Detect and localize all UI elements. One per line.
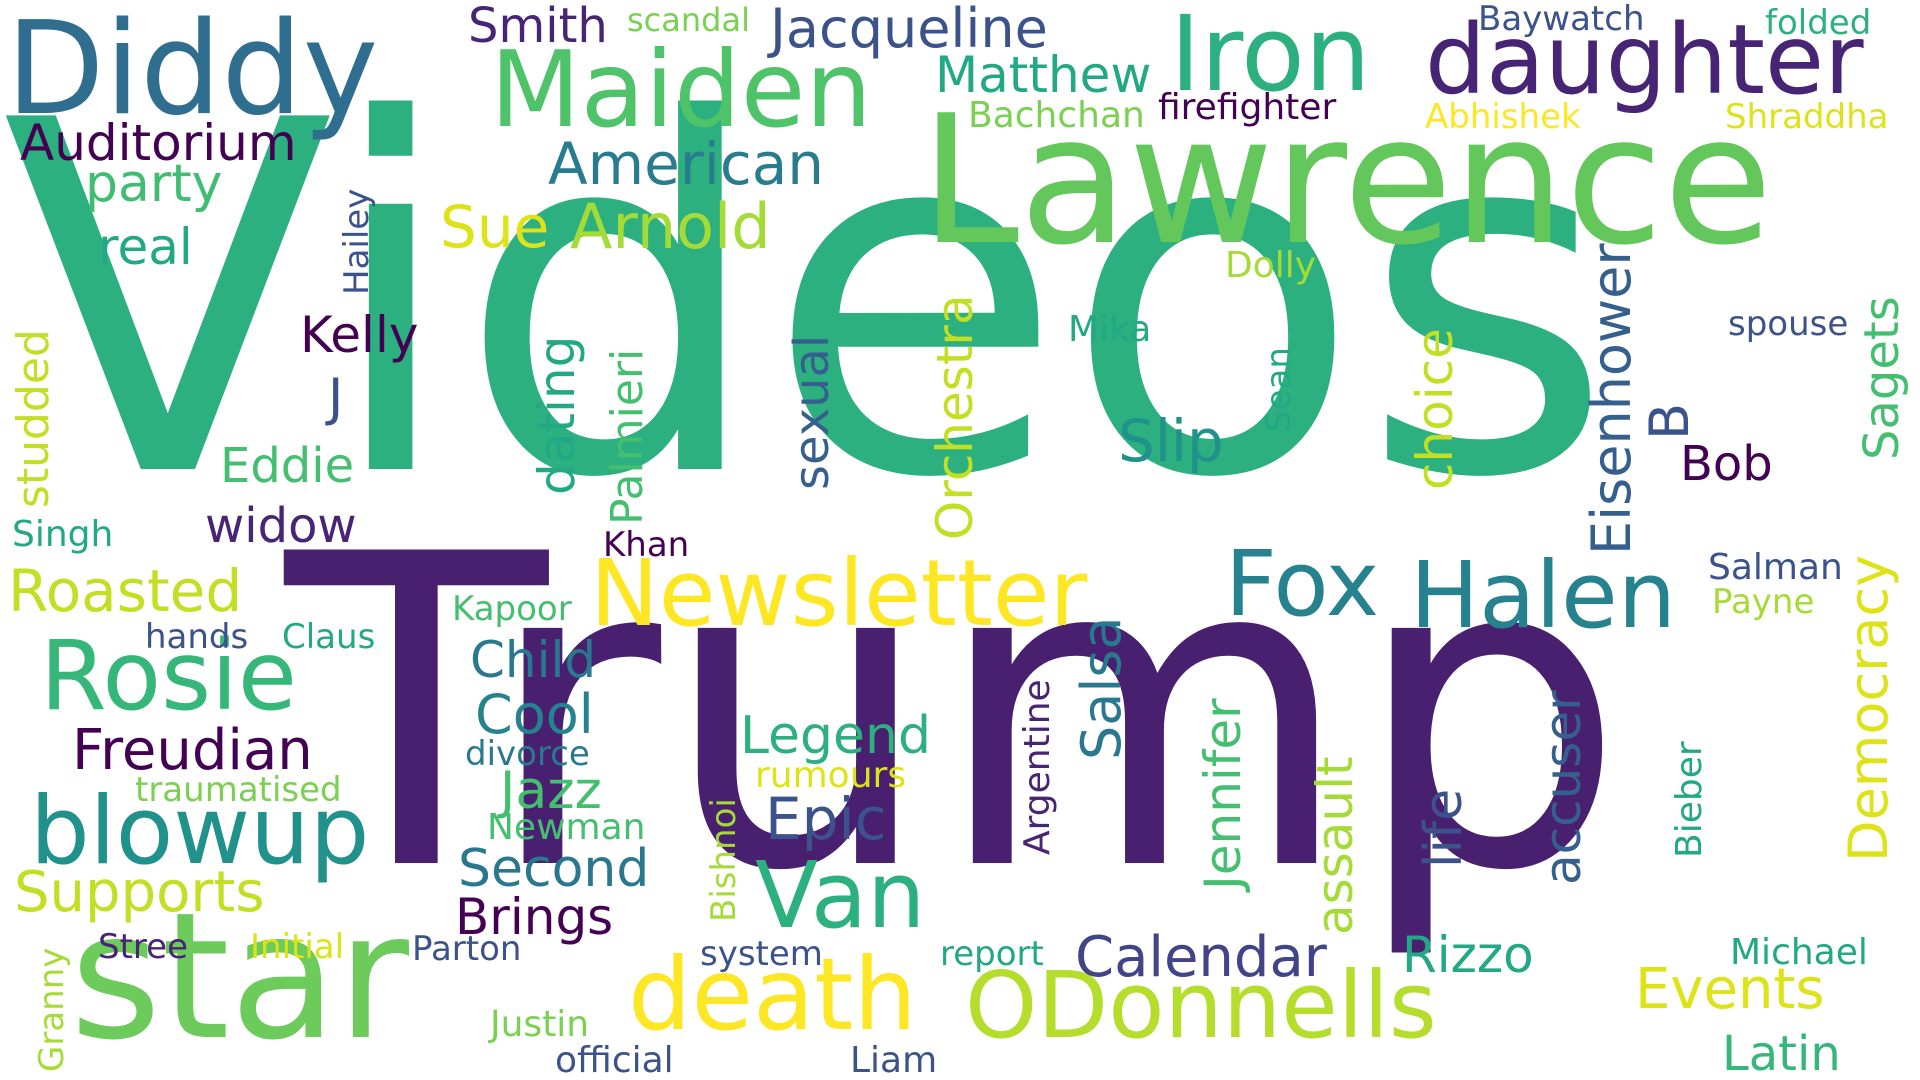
word-blowup: blowup: [30, 777, 370, 886]
word-traumatised: traumatised: [135, 770, 342, 810]
word-brings: Brings: [455, 888, 614, 946]
word-party: party: [85, 154, 223, 214]
word-eisenhower: Eisenhower: [1580, 243, 1643, 555]
word-second: Second: [458, 839, 650, 899]
word-assault: assault: [1306, 756, 1364, 935]
word-orchestra: Orchestra: [926, 294, 984, 540]
word-rosie: Rosie: [40, 620, 297, 732]
word-bieber: Bieber: [1669, 741, 1710, 858]
word-liam: Liam: [850, 1040, 938, 1080]
word-smith: Smith: [468, 0, 608, 54]
word-rumours: rumours: [755, 755, 907, 796]
word-fox: Fox: [1225, 532, 1380, 637]
word-studded: studded: [8, 329, 59, 508]
word-dating: dating: [528, 335, 586, 495]
word-choice: choice: [1406, 328, 1464, 490]
word-auditorium: Auditorium: [20, 114, 297, 172]
word-widow: widow: [205, 498, 357, 554]
word-events: Events: [1635, 957, 1825, 1022]
word-system: system: [700, 934, 823, 974]
word-matthew: Matthew: [935, 46, 1152, 104]
word-shraddha: Shraddha: [1725, 97, 1889, 137]
word-firefighter: firefighter: [1158, 87, 1337, 128]
word-death: death: [628, 936, 917, 1053]
word-iron: Iron: [1170, 0, 1371, 115]
word-argentine: Argentine: [1017, 679, 1058, 855]
word-videos: Videos: [2, 20, 1614, 584]
word-van: Van: [755, 842, 926, 949]
word-sagets: Sagets: [1854, 296, 1910, 460]
word-halen: Halen: [1410, 542, 1677, 649]
word-granny: Granny: [32, 947, 72, 1072]
word-lawrence: Lawrence: [920, 77, 1773, 284]
word-official: official: [555, 1040, 674, 1080]
word-democracy: Democracy: [1837, 554, 1900, 862]
word-eddie: Eddie: [220, 438, 355, 494]
word-justin: Justin: [490, 1004, 590, 1045]
word-dolly: Dolly: [1225, 245, 1317, 286]
word-hailey: Hailey: [337, 188, 377, 295]
word-cool: Cool: [475, 683, 594, 746]
word-diddy: Diddy: [6, 0, 379, 144]
word-real: real: [98, 218, 193, 276]
word-stree: Stree: [98, 927, 188, 967]
word-parton: Parton: [412, 929, 522, 969]
word-divorce: divorce: [465, 734, 590, 774]
word-bishnoi: Bishnoi: [704, 798, 744, 922]
word-jazz: Jazz: [500, 761, 602, 821]
word-hands: hands: [145, 617, 249, 657]
word-slip: Slip: [1118, 407, 1224, 475]
word-j: J: [328, 368, 344, 428]
word-palmieri: Palmieri: [602, 348, 653, 525]
word-sue: Sue: [440, 193, 550, 261]
word-arnold: Arnold: [570, 190, 771, 263]
word-sean: Sean: [1259, 347, 1299, 432]
word-payne: Payne: [1712, 582, 1815, 622]
word-report: report: [940, 934, 1044, 974]
word-rizzo: Rizzo: [1402, 926, 1534, 984]
word-accuser: accuser: [1534, 690, 1592, 885]
word-michael: Michael: [1730, 932, 1868, 973]
word-child: Child: [470, 631, 597, 689]
word-supports: Supports: [14, 860, 265, 925]
word-salsa: Salsa: [1070, 616, 1133, 760]
word-jacqueline: Jacqueline: [770, 0, 1048, 60]
word-roasted: Roasted: [8, 557, 243, 625]
word-american: American: [548, 130, 825, 198]
word-folded: folded: [1765, 3, 1872, 43]
word-khan: Khan: [603, 525, 690, 565]
word-kelly: Kelly: [300, 306, 419, 364]
word-star: star: [70, 876, 409, 1079]
word-baywatch: Baywatch: [1478, 0, 1645, 39]
word-trump: Trump: [285, 465, 1626, 965]
word-bob: Bob: [1680, 436, 1773, 492]
word-kapoor: Kapoor: [452, 589, 572, 629]
word-calendar: Calendar: [1075, 925, 1327, 990]
word-maiden: Maiden: [490, 29, 872, 151]
word-odonnells: ODonnells: [965, 952, 1437, 1059]
word-life: life: [1414, 788, 1474, 868]
word-daughter: daughter: [1425, 4, 1864, 116]
word-spouse: spouse: [1728, 304, 1849, 344]
word-epic: Epic: [765, 785, 887, 853]
word-b: B: [1638, 402, 1701, 440]
word-salman: Salman: [1708, 547, 1843, 588]
word-latin: Latin: [1722, 1026, 1841, 1080]
word-legend: Legend: [740, 706, 932, 766]
word-scandal: scandal: [627, 1, 750, 39]
word-mika: Mika: [1068, 309, 1152, 350]
word-jennifer: Jennifer: [1194, 698, 1252, 890]
word-newman: Newman: [487, 807, 646, 848]
word-freudian: Freudian: [72, 718, 313, 783]
word-bachchan: Bachchan: [968, 95, 1145, 136]
word-initial: Initial: [250, 927, 345, 967]
word-claus: Claus: [282, 617, 376, 657]
word-abhishek: Abhishek: [1425, 97, 1581, 137]
word-newsletter: Newsletter: [590, 540, 1088, 647]
word-sexual: sexual: [784, 334, 840, 490]
word-singh: Singh: [12, 514, 114, 555]
